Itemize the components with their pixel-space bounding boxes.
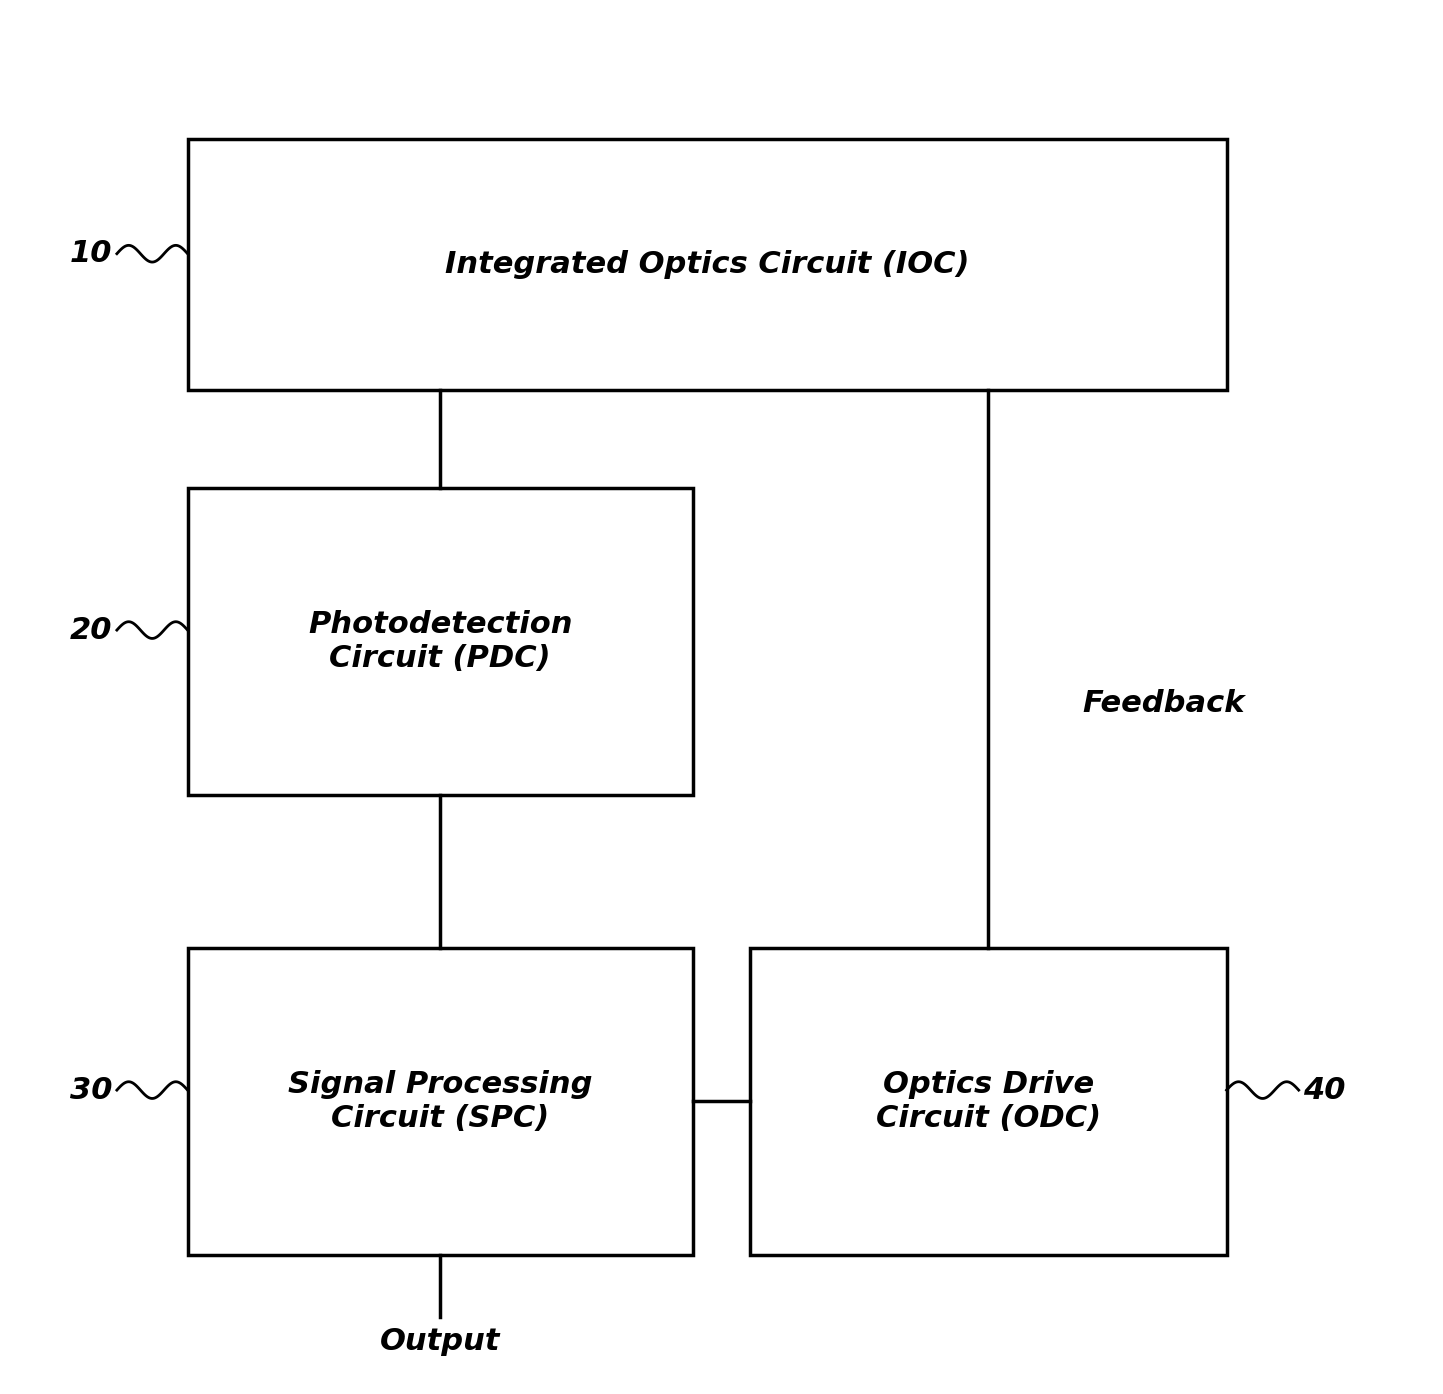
Text: Optics Drive
Circuit (ODC): Optics Drive Circuit (ODC) (876, 1071, 1101, 1132)
FancyBboxPatch shape (188, 488, 693, 795)
Text: Output: Output (380, 1327, 501, 1355)
Text: Feedback: Feedback (1082, 690, 1245, 718)
FancyBboxPatch shape (750, 948, 1227, 1255)
Text: Integrated Optics Circuit (IOC): Integrated Optics Circuit (IOC) (444, 251, 970, 279)
FancyBboxPatch shape (188, 948, 693, 1255)
Text: Photodetection
Circuit (PDC): Photodetection Circuit (PDC) (307, 611, 573, 672)
Text: Signal Processing
Circuit (SPC): Signal Processing Circuit (SPC) (287, 1071, 593, 1132)
Text: 10: 10 (69, 240, 113, 268)
Text: 30: 30 (69, 1076, 113, 1104)
Text: 20: 20 (69, 616, 113, 644)
FancyBboxPatch shape (188, 139, 1227, 390)
Text: 40: 40 (1303, 1076, 1346, 1104)
